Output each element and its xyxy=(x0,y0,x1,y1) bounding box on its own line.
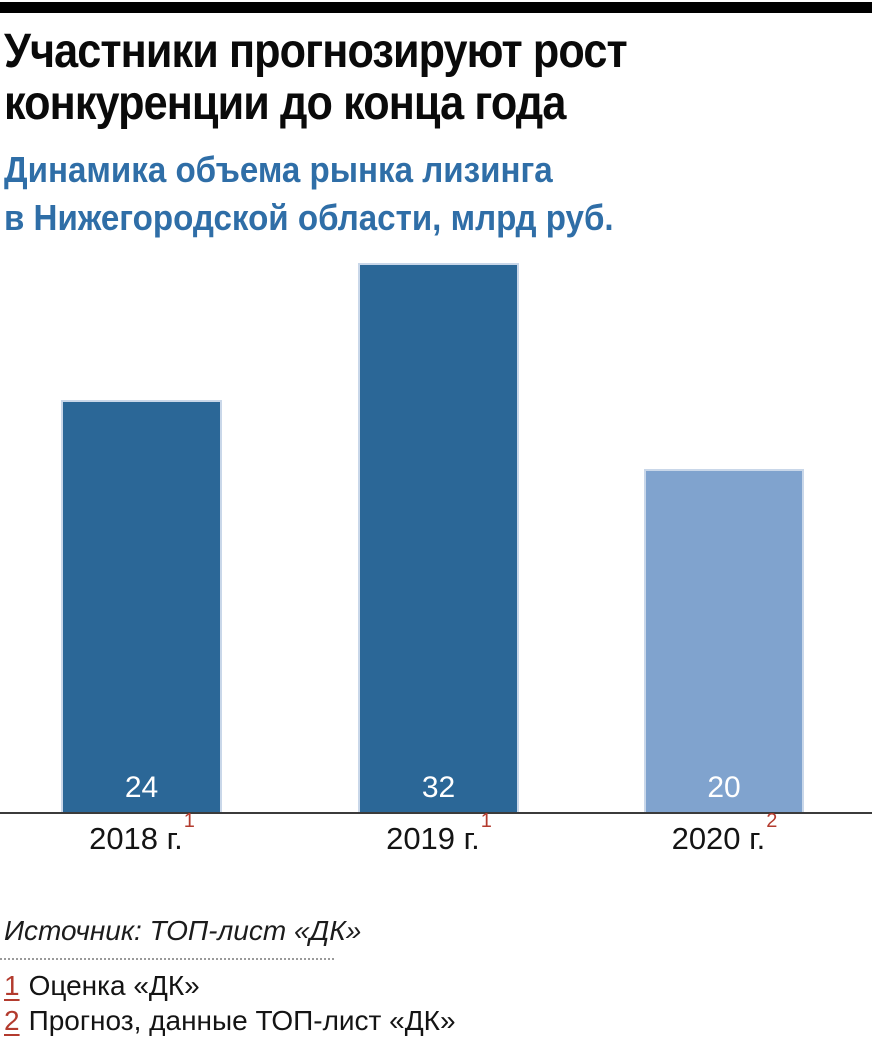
title-line-2: конкуренции до конца года xyxy=(4,77,566,130)
bar-2019: 32 xyxy=(358,263,519,813)
dotted-divider xyxy=(0,958,334,960)
x-axis-line xyxy=(0,812,872,814)
bar-value-2020: 20 xyxy=(707,771,741,804)
bar-2020: 20 xyxy=(644,469,804,813)
x-label-text: 2019 г. xyxy=(386,821,480,856)
bar-2018: 24 xyxy=(61,400,222,813)
page-title: Участники прогнозируют рост конкуренции д… xyxy=(4,25,628,130)
subtitle-line-1: Динамика объема рынка лизинга xyxy=(4,149,553,190)
footnote-1: 1 Оценка «ДК» xyxy=(4,968,456,1003)
subtitle-line-2: в Нижегородской области, млрд руб. xyxy=(4,197,614,238)
footnote-1-text: Оценка «ДК» xyxy=(28,970,200,1001)
footnote-1-marker: 1 xyxy=(4,970,20,1001)
x-axis-label-2020: 2020 г.2 xyxy=(644,811,804,858)
x-label-text: 2018 г. xyxy=(89,821,183,856)
footnote-ref-1: 1 xyxy=(480,809,492,832)
footnote-2-marker: 2 xyxy=(4,1005,20,1036)
source-line: Источник: ТОП-лист «ДК» xyxy=(4,915,362,946)
bar-value-2018: 24 xyxy=(124,771,159,804)
top-rule xyxy=(0,2,872,13)
footnote-2: 2 Прогноз, данные ТОП-лист «ДК» xyxy=(4,1003,456,1038)
x-axis-label-2018: 2018 г.1 xyxy=(61,811,222,858)
bar-value-2019: 32 xyxy=(421,771,456,804)
x-axis-label-2019: 2019 г.1 xyxy=(358,811,519,858)
chart-subtitle: Динамика объема рынка лизинга в Нижегород… xyxy=(4,146,614,242)
footnotes-block: 1 Оценка «ДК» 2 Прогноз, данные ТОП-лист «… xyxy=(4,968,456,1038)
title-line-1: Участники прогнозируют рост xyxy=(4,25,628,78)
x-label-text: 2020 г. xyxy=(671,821,766,856)
footnote-ref-1: 1 xyxy=(183,809,195,832)
footnote-ref-2: 2 xyxy=(766,809,778,832)
footnote-2-text: Прогноз, данные ТОП-лист «ДК» xyxy=(28,1005,456,1036)
